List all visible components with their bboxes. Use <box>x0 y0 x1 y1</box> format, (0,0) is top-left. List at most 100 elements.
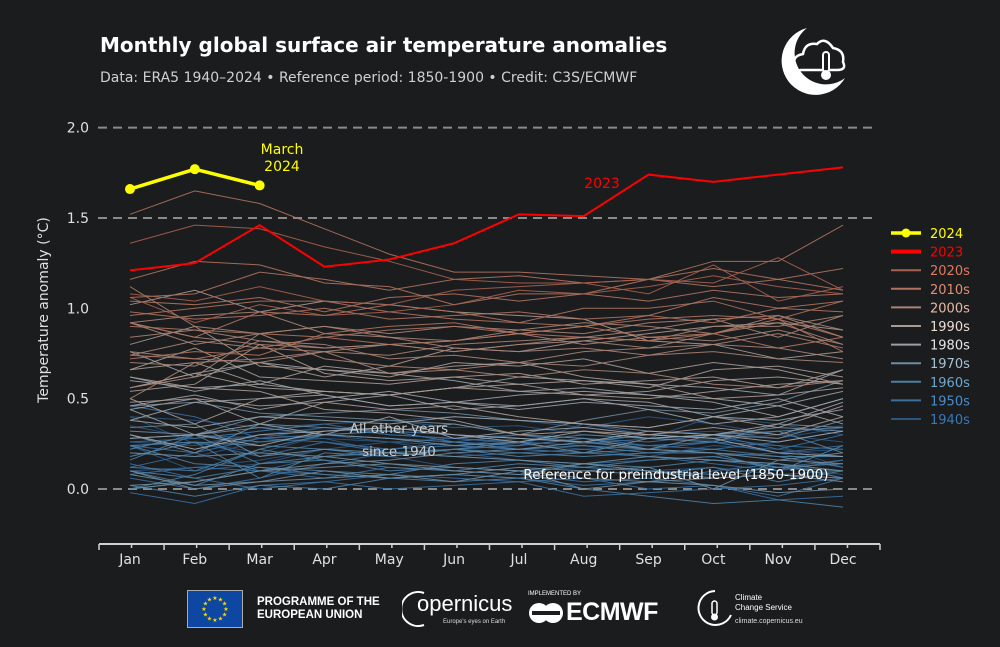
x-tick-label: Jan <box>118 552 141 568</box>
year-line-1979 <box>129 380 844 454</box>
year-line-1987 <box>129 369 844 425</box>
x-tick-label: May <box>375 552 404 568</box>
eu-star-icon: ★ <box>203 601 208 608</box>
eu-star-icon: ★ <box>222 601 227 608</box>
year-line-2000 <box>129 351 844 400</box>
point-2024-Mar <box>254 180 265 191</box>
legend-label-2010s: 2010s <box>930 283 970 298</box>
x-tick-label: Sep <box>635 552 662 568</box>
year-line-1976 <box>129 452 844 490</box>
eu-star-icon: ★ <box>207 596 212 603</box>
year-line-1999 <box>129 347 844 389</box>
chart-title: Monthly global surface air temperature a… <box>100 33 668 57</box>
year-line-2011 <box>129 333 844 360</box>
copernicus-tagline: Europe's eyes on Earth <box>443 619 506 625</box>
year-line-2014 <box>129 300 844 338</box>
year-line-2017 <box>129 260 844 306</box>
legend-label-1970s: 1970s <box>930 357 970 372</box>
year-line-1953 <box>129 423 844 454</box>
annotation-march-2024-year: 2024 <box>264 159 300 175</box>
year-line-2021 <box>129 275 844 324</box>
year-line-1960 <box>129 441 844 479</box>
year-line-1994 <box>129 376 844 425</box>
legend-label-2020s: 2020s <box>930 264 970 279</box>
implemented-by: IMPLEMENTED BY <box>528 591 582 597</box>
year-line-2019 <box>129 268 844 298</box>
point-2024-Feb <box>189 164 200 175</box>
year-line-1975 <box>129 452 844 494</box>
legend-label-2024: 2024 <box>930 227 963 242</box>
x-axis: Jan Feb Mar Apr May Jun Jul Aug Sep Oct Nov Dec <box>98 543 881 568</box>
legend-label-1960s: 1960s <box>930 376 970 391</box>
year-line-2006 <box>129 315 844 356</box>
legend-marker-2024 <box>901 228 911 238</box>
ecmwf-logo-icon <box>529 603 563 623</box>
c3s-name-2: Change Service <box>735 603 792 612</box>
x-tick-label: Nov <box>765 552 792 568</box>
year-line-2008 <box>129 333 844 389</box>
x-tick-label: Feb <box>182 552 207 568</box>
c3s-url: climate.copernicus.eu <box>735 618 803 625</box>
ecmwf-logo: ECMWF <box>566 598 658 626</box>
x-tick-label: Dec <box>829 552 856 568</box>
y-axis: 0.0 0.5 1.0 1.5 2.0 <box>67 121 89 498</box>
eu-star-icon: ★ <box>201 606 206 613</box>
year-line-1956 <box>129 477 844 504</box>
year-line-1967 <box>129 455 844 486</box>
eu-star-icon: ★ <box>203 612 208 619</box>
year-line-2012 <box>129 315 844 360</box>
legend-label-1940s: 1940s <box>930 413 970 428</box>
eu-star-icon: ★ <box>218 596 223 603</box>
x-tick-label: Apr <box>312 552 336 568</box>
background-year-lines <box>129 190 844 508</box>
footer: ★ ★ ★ ★ ★ ★ ★ ★ ★ ★ ★ ★ PROGRAMME OF THE EUROPEAN U… <box>0 585 1000 635</box>
year-line-1983 <box>129 380 844 425</box>
eu-star-icon: ★ <box>212 617 217 624</box>
year-line-2003 <box>129 315 844 353</box>
highlight-lines <box>125 164 844 272</box>
year-line-1963 <box>129 430 844 465</box>
annotation-since-1940: since 1940 <box>362 444 436 460</box>
annotation-other-years: All other years <box>350 421 448 437</box>
year-line-1982 <box>129 401 844 447</box>
legend: 2024 2023 2020s 2010s 2000s 1990s 1980s 1970s 19… <box>891 227 970 428</box>
eu-programme-text: PROGRAMME OF THE <box>257 596 380 608</box>
y-tick-label: 0.5 <box>67 392 89 408</box>
year-line-2004 <box>129 322 844 364</box>
legend-label-1990s: 1990s <box>930 320 970 335</box>
year-line-2009 <box>129 315 844 364</box>
c3s-logo-icon <box>781 28 846 95</box>
year-line-1986 <box>129 408 844 429</box>
year-line-1966 <box>129 459 844 479</box>
chart-subtitle: Data: ERA5 1940–2024 • Reference period:… <box>100 70 638 86</box>
eu-star-icon: ★ <box>222 612 227 619</box>
year-line-2018 <box>129 296 844 320</box>
year-line-1989 <box>129 390 844 421</box>
eu-union-text: EUROPEAN UNION <box>257 609 363 621</box>
x-tick-label: Mar <box>246 552 273 568</box>
x-tick-label: Jul <box>509 552 527 568</box>
year-line-1981 <box>129 376 844 425</box>
year-line-1974 <box>129 463 844 486</box>
legend-label-1980s: 1980s <box>930 339 970 354</box>
eu-star-icon: ★ <box>212 595 217 602</box>
year-line-2022 <box>129 264 844 306</box>
year-line-1992 <box>129 376 844 436</box>
c3s-small-logo-icon <box>697 590 732 626</box>
copernicus-logo: opernicus <box>417 591 513 616</box>
year-line-2007 <box>129 286 844 364</box>
eu-star-icon: ★ <box>218 616 223 623</box>
x-tick-label: Jun <box>442 552 465 568</box>
eu-star-icon: ★ <box>207 616 212 623</box>
year-line-1996 <box>129 372 844 400</box>
annotation-2023: 2023 <box>584 176 620 192</box>
year-line-2016 <box>129 190 844 291</box>
year-line-1964 <box>129 445 844 508</box>
year-line-1993 <box>129 398 844 429</box>
x-tick-label: Oct <box>701 552 726 568</box>
annotation-march-2024: March <box>261 142 304 158</box>
year-line-1970 <box>129 423 844 472</box>
legend-label-1950s: 1950s <box>930 394 970 409</box>
y-tick-label: 1.5 <box>67 211 89 227</box>
annotation-reference: Reference for preindustrial level (1850-… <box>523 467 828 483</box>
